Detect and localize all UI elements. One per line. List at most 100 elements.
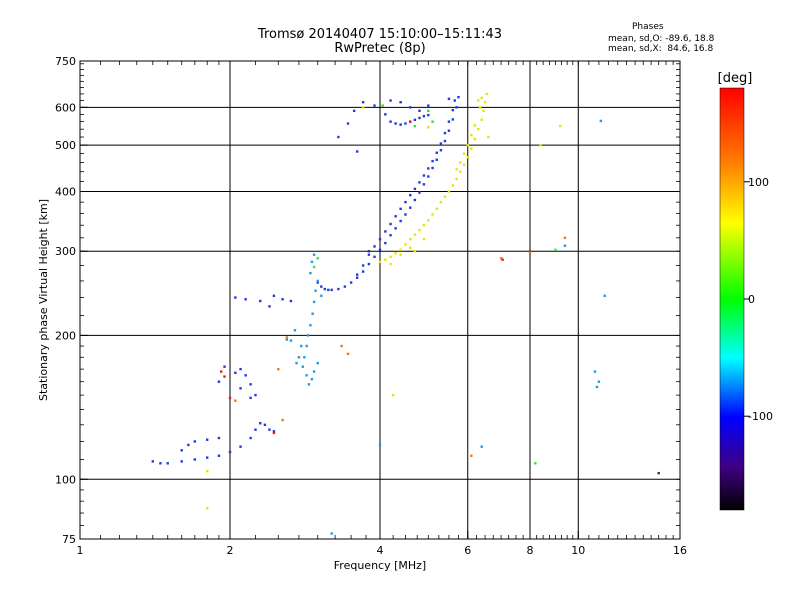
data-point (312, 265, 316, 269)
data-point (268, 305, 271, 308)
data-point (435, 207, 438, 210)
data-point (422, 174, 426, 177)
data-point (249, 436, 252, 440)
data-point (427, 104, 430, 107)
data-point (316, 361, 319, 365)
data-point (593, 370, 597, 373)
data-point (330, 532, 333, 535)
data-point (349, 281, 353, 284)
x-tick-label: 1 (77, 544, 84, 557)
data-point (310, 377, 314, 381)
x-tick-label: 4 (377, 544, 384, 557)
data-point (404, 213, 407, 216)
y-tick-label: 100 (55, 473, 76, 486)
data-point (451, 118, 455, 121)
data-point (404, 200, 407, 204)
colorbar-label: [deg] (718, 71, 753, 86)
data-point (272, 431, 276, 435)
data-point (418, 191, 421, 194)
data-point (303, 356, 306, 359)
data-point (307, 383, 311, 386)
x-tick-label: 6 (464, 544, 471, 557)
data-point (228, 396, 232, 400)
data-point (459, 170, 462, 173)
data-point (343, 285, 347, 288)
data-point (477, 128, 480, 131)
y-tick-label: 200 (55, 329, 76, 342)
data-point (447, 129, 451, 132)
data-point (320, 294, 323, 298)
x-tick-label: 8 (527, 544, 534, 557)
data-point (409, 237, 412, 241)
data-point (501, 258, 504, 261)
data-point (239, 367, 242, 371)
data-point (301, 365, 305, 368)
data-point (206, 456, 209, 459)
data-point (268, 428, 271, 431)
data-point (244, 298, 247, 301)
data-point (595, 385, 599, 389)
data-point (384, 230, 387, 233)
data-point (427, 219, 430, 222)
data-point (539, 143, 542, 147)
data-point (462, 163, 466, 166)
data-point (478, 106, 482, 109)
colorbar-tick-label: -100 (748, 410, 773, 423)
data-point (413, 187, 417, 191)
data-point (367, 250, 371, 253)
data-point (427, 113, 430, 117)
data-point (305, 374, 308, 377)
data-point (394, 252, 397, 255)
data-point (470, 147, 473, 150)
data-point (206, 438, 209, 441)
data-point (327, 288, 330, 292)
data-point (389, 222, 392, 226)
data-point (391, 393, 395, 397)
data-point (309, 271, 312, 275)
data-point (459, 161, 462, 164)
data-point (316, 257, 319, 260)
data-point (361, 106, 365, 109)
data-point (431, 166, 434, 170)
data-point (413, 233, 417, 236)
data-point (559, 124, 562, 128)
chart-subtitle: RwPretec (8p) (334, 41, 426, 56)
data-point (413, 198, 417, 202)
data-point (389, 255, 392, 259)
y-tick-label: 75 (62, 533, 76, 546)
data-point (435, 158, 438, 161)
data-point (281, 298, 284, 301)
y-tick-label: 300 (55, 245, 76, 258)
data-point (480, 445, 483, 448)
data-point (166, 462, 169, 465)
data-point (373, 104, 376, 107)
data-point (340, 344, 343, 348)
data-point (217, 454, 221, 457)
data-point (599, 119, 603, 123)
data-point (378, 248, 382, 252)
data-point (603, 294, 606, 298)
data-point (323, 287, 327, 291)
data-point (206, 506, 209, 510)
data-point (346, 122, 350, 125)
data-point (435, 151, 438, 154)
data-point (418, 228, 421, 232)
axis-ticks: 1 2 4 6 8 10 16 75 100 200 300 400 500 600 750 (55, 55, 687, 557)
data-point (337, 287, 340, 291)
data-point (413, 124, 417, 128)
data-point (487, 135, 490, 139)
data-point (422, 237, 426, 241)
data-point (399, 219, 402, 223)
data-point (394, 215, 397, 218)
data-point (285, 336, 288, 339)
x-tick-label: 16 (673, 544, 687, 557)
data-point (285, 338, 288, 341)
data-point (427, 175, 430, 178)
y-tick-label: 400 (55, 185, 76, 198)
x-axis-label: Frequency [MHz] (334, 559, 426, 572)
data-point (597, 380, 601, 383)
data-point (528, 251, 532, 254)
data-point (418, 116, 421, 120)
data-point (394, 122, 397, 125)
data-point (389, 262, 392, 266)
